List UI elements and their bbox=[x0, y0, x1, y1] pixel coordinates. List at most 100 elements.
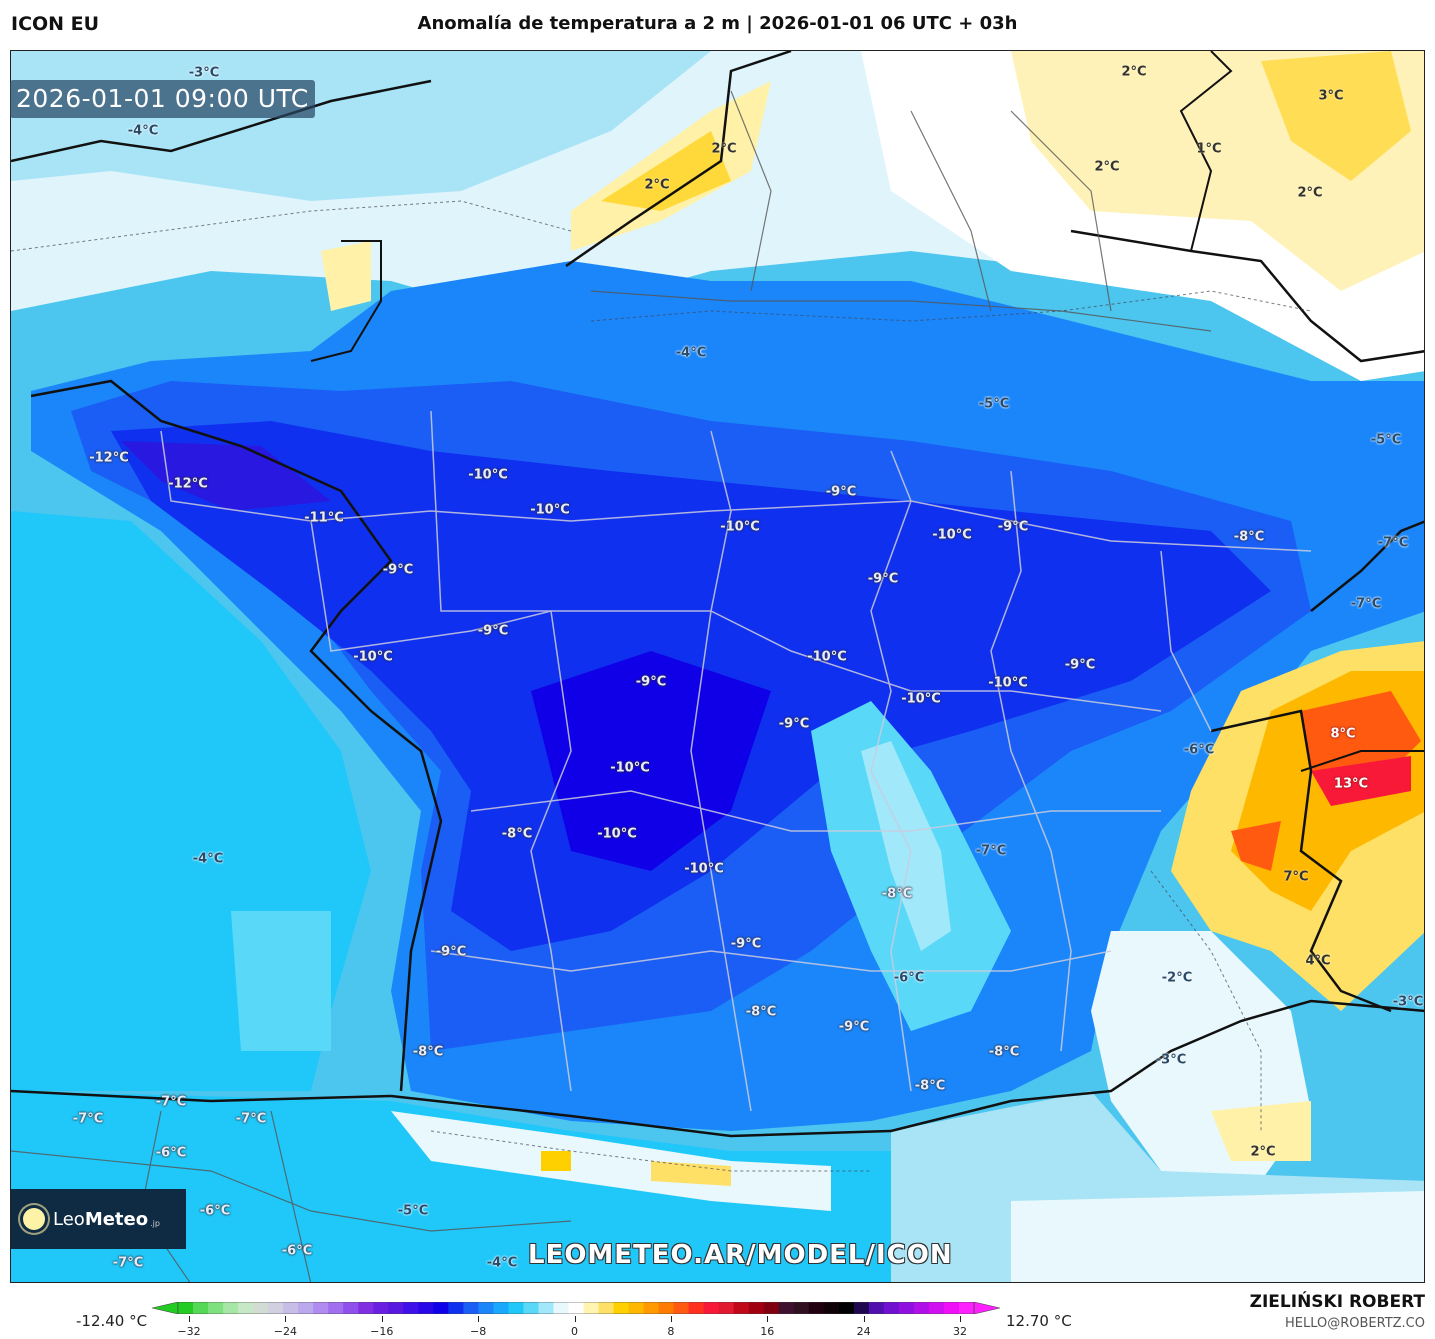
temperature-label: -10°C bbox=[932, 527, 972, 543]
temperature-label: -8°C bbox=[914, 1078, 946, 1094]
temperature-label: -10°C bbox=[901, 691, 941, 707]
temperature-label: -9°C bbox=[730, 936, 762, 952]
temperature-label: -6°C bbox=[199, 1203, 231, 1219]
temperature-label: 2°C bbox=[1250, 1144, 1276, 1160]
temperature-label: -10°C bbox=[720, 519, 760, 535]
temperature-label: -10°C bbox=[353, 649, 393, 665]
temperature-label: -10°C bbox=[684, 861, 724, 877]
colorbar-max-label: 12.70 °C bbox=[1006, 1312, 1072, 1330]
chart-title: Anomalía de temperatura a 2 m | 2026-01-… bbox=[417, 13, 1018, 34]
colorbar-tick-label: 24 bbox=[856, 1325, 871, 1338]
temperature-label: -9°C bbox=[435, 944, 467, 960]
temperature-label: 2°C bbox=[711, 141, 737, 157]
temperature-label: -9°C bbox=[867, 571, 899, 587]
map-field bbox=[11, 51, 1424, 1282]
temperature-label: -8°C bbox=[1233, 529, 1265, 545]
temperature-label: -12°C bbox=[168, 476, 208, 492]
temperature-label: -10°C bbox=[530, 502, 570, 518]
temperature-label: -10°C bbox=[610, 760, 650, 776]
temperature-label: -7°C bbox=[112, 1255, 144, 1271]
temperature-label: 13°C bbox=[1333, 776, 1369, 792]
temperature-label: -9°C bbox=[825, 484, 857, 500]
temperature-label: -9°C bbox=[382, 562, 414, 578]
temperature-label: -8°C bbox=[881, 886, 913, 902]
temperature-label: 2°C bbox=[1121, 64, 1147, 80]
temperature-label: -9°C bbox=[778, 716, 810, 732]
temperature-label: -7°C bbox=[1350, 596, 1382, 612]
temperature-label: 2°C bbox=[1297, 185, 1323, 201]
temperature-label: -9°C bbox=[997, 519, 1029, 535]
temperature-label: -4°C bbox=[675, 345, 707, 361]
colorbar-tick-label: −16 bbox=[370, 1325, 394, 1338]
colorbar-tick-label: −32 bbox=[177, 1325, 201, 1338]
colorbar-tick-label: −24 bbox=[273, 1325, 297, 1338]
temperature-label: -7°C bbox=[72, 1111, 104, 1127]
temperature-label: -9°C bbox=[1064, 657, 1096, 673]
temperature-label: -6°C bbox=[1183, 742, 1215, 758]
temperature-label: -7°C bbox=[975, 843, 1007, 859]
colorbar-tick-mark bbox=[189, 1316, 190, 1322]
temperature-label: -10°C bbox=[468, 467, 508, 483]
colorbar-tick-mark bbox=[478, 1316, 480, 1322]
colorbar-tick-mark bbox=[285, 1316, 287, 1322]
logo-text-meteo: Meteo bbox=[84, 1208, 149, 1230]
colorbar-min-label: -12.40 °C bbox=[76, 1312, 148, 1330]
temperature-label: -9°C bbox=[838, 1019, 870, 1035]
source-watermark: LEOMETEO.AR/MODEL/ICON bbox=[528, 1240, 953, 1270]
temperature-label: -3°C bbox=[188, 65, 220, 81]
temperature-label: -6°C bbox=[155, 1145, 187, 1161]
sun-icon bbox=[23, 1208, 45, 1230]
temperature-label: -7°C bbox=[1377, 535, 1409, 551]
colorbar-tick-mark bbox=[767, 1316, 769, 1322]
temperature-label: -3°C bbox=[1392, 994, 1424, 1010]
temperature-label: -8°C bbox=[412, 1044, 444, 1060]
temperature-label: 2°C bbox=[1094, 159, 1120, 175]
temperature-anomaly-map[interactable]: -3°C -4°C 2°C 2°C 2°C 3°C 1°C 2°C 2°C -4°C -5°C -5°… bbox=[10, 50, 1425, 1283]
colorbar-tick-label: 8 bbox=[667, 1325, 675, 1338]
temperature-label: -5°C bbox=[397, 1203, 429, 1219]
temperature-label: -2°C bbox=[1161, 970, 1193, 986]
temperature-label: -7°C bbox=[155, 1094, 187, 1110]
temperature-label: -4°C bbox=[127, 123, 159, 139]
model-name: ICON EU bbox=[11, 13, 100, 35]
colorbar-tick-mark bbox=[863, 1316, 865, 1322]
temperature-label: 1°C bbox=[1196, 141, 1222, 157]
temperature-label: -8°C bbox=[745, 1004, 777, 1020]
logo-text-leo: Leo bbox=[53, 1208, 85, 1230]
temperature-label: -8°C bbox=[988, 1044, 1020, 1060]
author-email[interactable]: HELLO@ROBERTZ.CO bbox=[1284, 1316, 1425, 1331]
leometeo-logo[interactable]: Leo Meteo .jp bbox=[11, 1189, 186, 1249]
temperature-label: -10°C bbox=[597, 826, 637, 842]
temperature-label: 8°C bbox=[1330, 726, 1356, 742]
colorbar-tick-mark bbox=[381, 1316, 383, 1322]
temperature-label: 4°C bbox=[1305, 953, 1331, 969]
temperature-label: -9°C bbox=[635, 674, 667, 690]
temperature-label: -7°C bbox=[235, 1111, 267, 1127]
temperature-label: -6°C bbox=[281, 1243, 313, 1259]
temperature-label: -9°C bbox=[477, 623, 509, 639]
temperature-label: -10°C bbox=[807, 649, 847, 665]
temperature-label: -4°C bbox=[192, 851, 224, 867]
temperature-label: 7°C bbox=[1283, 869, 1309, 885]
colorbar-tick-label: 0 bbox=[571, 1325, 578, 1338]
temperature-label: 3°C bbox=[1318, 88, 1344, 104]
colorbar-tick-mark bbox=[960, 1316, 961, 1322]
colorbar-tick-label: 16 bbox=[760, 1325, 775, 1338]
temperature-label: -10°C bbox=[988, 675, 1028, 691]
temperature-label: -11°C bbox=[304, 510, 344, 526]
colorbar-tick-label: 32 bbox=[953, 1325, 967, 1338]
temperature-label: -4°C bbox=[486, 1255, 518, 1271]
temperature-label: -12°C bbox=[89, 450, 129, 466]
temperature-label: -8°C bbox=[501, 826, 533, 842]
temperature-label: -5°C bbox=[978, 396, 1010, 412]
valid-time-badge: 2026-01-01 09:00 UTC bbox=[10, 80, 315, 118]
colorbar bbox=[152, 1302, 1000, 1314]
temperature-label: -6°C bbox=[893, 970, 925, 986]
colorbar-tick-mark bbox=[574, 1316, 576, 1322]
logo-text-suffix: .jp bbox=[150, 1218, 160, 1228]
author-name: ZIELIŃSKI ROBERT bbox=[1249, 1292, 1425, 1312]
temperature-label: -5°C bbox=[1370, 432, 1402, 448]
colorbar-tick-label: −8 bbox=[470, 1325, 487, 1338]
temperature-label: -3°C bbox=[1155, 1052, 1187, 1068]
temperature-label: 2°C bbox=[644, 177, 670, 193]
